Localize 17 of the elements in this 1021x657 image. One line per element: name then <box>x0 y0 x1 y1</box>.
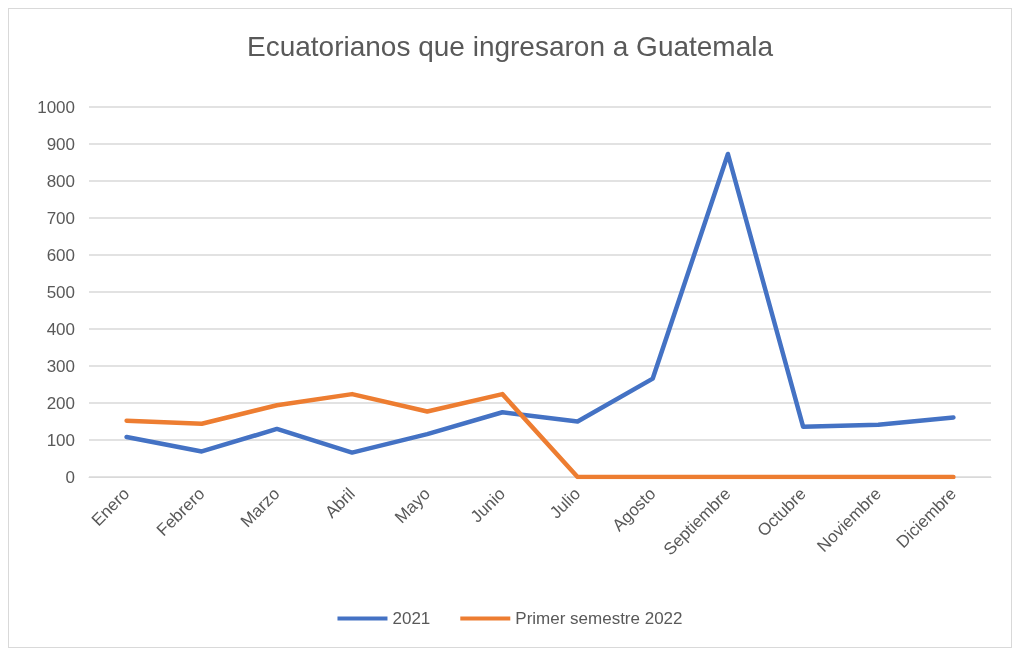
y-tick-label: 200 <box>46 393 75 413</box>
y-tick-label: 600 <box>46 245 75 265</box>
x-tick-label: Julio <box>546 484 585 523</box>
y-tick-label: 800 <box>46 171 75 191</box>
y-tick-label: 900 <box>46 134 75 154</box>
legend-label: 2021 <box>392 609 431 628</box>
y-tick-label: 300 <box>46 356 75 376</box>
chart-title: Ecuatorianos que ingresaron a Guatemala <box>246 30 774 62</box>
y-tick-label: 1000 <box>37 97 75 117</box>
y-tick-label: 0 <box>65 467 75 487</box>
y-tick-label: 500 <box>46 282 75 302</box>
y-tick-label: 100 <box>46 430 75 450</box>
line-series <box>124 391 956 480</box>
y-tick-label: 700 <box>46 208 75 228</box>
line-series <box>124 151 956 455</box>
legend-label: Primer semestre 2022 <box>515 609 683 628</box>
y-tick-label: 400 <box>46 319 75 339</box>
